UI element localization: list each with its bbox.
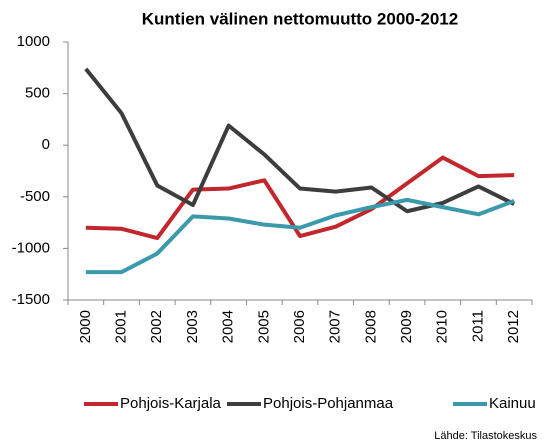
x-tick-label: 2009 xyxy=(398,310,415,343)
y-tick-label: -1500 xyxy=(12,291,50,308)
y-tick-label: -1000 xyxy=(12,239,50,256)
x-tick-label: 2010 xyxy=(434,310,451,343)
series-line xyxy=(85,155,515,241)
y-tick-label: 1000 xyxy=(17,33,50,50)
source: Lähde: Tilastokeskus xyxy=(434,430,537,442)
chart-title: Kuntien välinen nettomuutto 2000-2012 xyxy=(142,9,458,28)
x-tick-label: 2004 xyxy=(220,310,237,343)
y-tick-label: -500 xyxy=(20,188,50,205)
series-line xyxy=(85,197,515,275)
x-tick-label: 2012 xyxy=(505,310,522,343)
legend-label: Pohjois-Karjala xyxy=(120,395,222,412)
y-tick-label: 500 xyxy=(25,85,50,102)
x-tick-label: 2003 xyxy=(184,310,201,343)
x-tick-label: 2008 xyxy=(362,310,379,343)
x-tick-label: 2011 xyxy=(469,310,486,342)
x-tick-label: 2000 xyxy=(77,310,94,343)
x-tick-label: 2001 xyxy=(113,310,130,343)
series-line xyxy=(84,67,516,214)
x-tick-label: 2005 xyxy=(255,310,272,343)
x-tick-label: 2007 xyxy=(327,310,344,343)
legend-label: Kainuu xyxy=(489,395,536,412)
x-tick-label: 2006 xyxy=(291,310,308,343)
legend-label: Pohjois-Pohjanmaa xyxy=(263,395,394,412)
y-tick-label: 0 xyxy=(42,136,50,153)
x-tick-label: 2002 xyxy=(148,310,165,343)
